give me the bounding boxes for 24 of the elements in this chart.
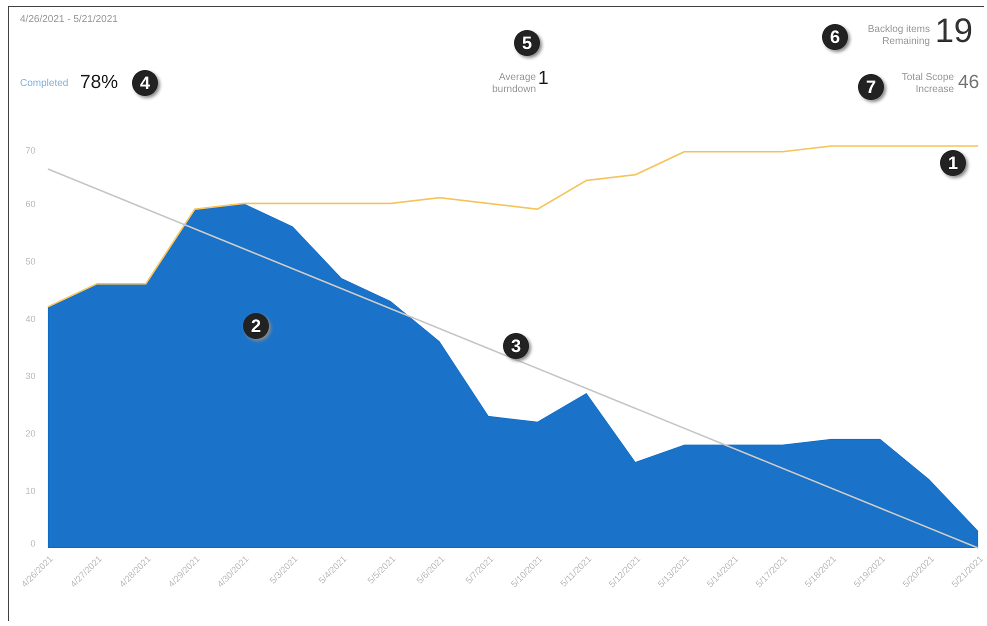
- text: Completed: [20, 78, 68, 90]
- text: 4/26/2021 - 5/21/2021: [20, 14, 118, 26]
- text: 5: [514, 30, 540, 56]
- text: 19: [935, 12, 973, 51]
- y-tick-label: 0: [30, 538, 36, 548]
- y-tick-label: 20: [25, 428, 36, 439]
- y-tick-label: 10: [25, 486, 36, 496]
- annotation: 1: [940, 150, 966, 176]
- y-tick-label: 50: [25, 256, 36, 266]
- text: 78%: [80, 72, 118, 94]
- text: 7: [858, 74, 884, 100]
- annotation: 3: [503, 333, 529, 359]
- annotation: 2: [243, 313, 269, 339]
- text: Total Scope Increase: [900, 72, 954, 96]
- text: Backlog items Remaining: [866, 24, 930, 48]
- text: 4: [132, 70, 158, 96]
- text: 1: [538, 68, 549, 90]
- y-tick-label: 70: [25, 146, 36, 156]
- text: Average burndown: [491, 72, 536, 96]
- text: 6: [822, 24, 848, 50]
- y-tick-label: 30: [25, 371, 36, 382]
- y-tick-label: 60: [25, 198, 36, 209]
- text: 46: [958, 72, 980, 94]
- y-tick-label: 40: [25, 314, 36, 324]
